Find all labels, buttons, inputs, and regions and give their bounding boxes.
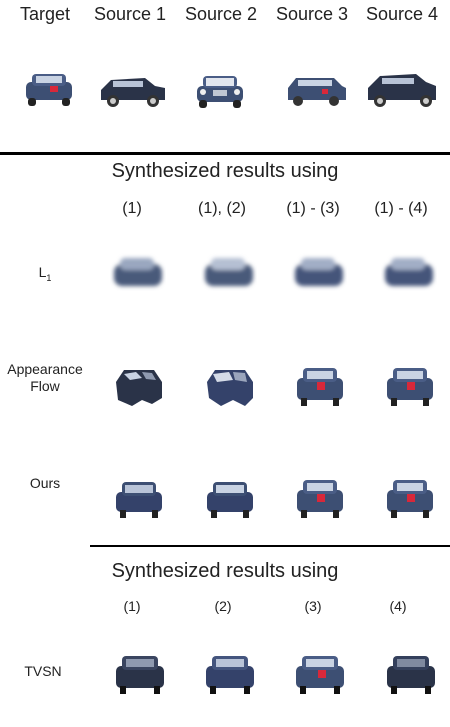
appearance-flow-result-1: [116, 370, 162, 406]
header-source-2: Source 2: [184, 4, 258, 24]
ours-result-2: [207, 482, 253, 518]
section1-col-3: (1) - (3): [286, 200, 340, 217]
ours-result-4: [387, 480, 433, 518]
appearance-flow-result-2: [207, 370, 253, 406]
section1-col-1: (1): [122, 200, 142, 217]
source-4-car-image: [368, 74, 436, 107]
header-target: Target: [19, 4, 71, 24]
appearance-flow-result-4: [387, 368, 433, 406]
tvsn-result-1: [116, 656, 164, 694]
header-source-3: Source 3: [275, 4, 349, 24]
l1-result-2: [205, 258, 253, 286]
source-1-car-image: [101, 78, 165, 107]
section1-col-2: (1), (2): [198, 200, 246, 217]
target-car-image: [26, 74, 72, 106]
header-source-4: Source 4: [365, 4, 439, 24]
section1-col-4: (1) - (4): [374, 200, 428, 217]
section-divider: [0, 152, 450, 155]
section2-col-3: (3): [304, 598, 322, 614]
l1-result-1: [114, 258, 162, 286]
l1-result-3: [295, 258, 343, 286]
section2-col-4: (4): [389, 598, 407, 614]
tvsn-result-3: [296, 656, 344, 694]
tvsn-result-2: [206, 656, 254, 694]
ours-result-3: [297, 480, 343, 518]
section2-title: Synthesized results using: [111, 560, 339, 582]
section2-col-1: (1): [123, 598, 141, 614]
ours-result-1: [116, 482, 162, 518]
source-3-car-image: [288, 78, 346, 106]
header-source-1: Source 1: [93, 4, 167, 24]
row-label-l1: L1: [38, 264, 52, 283]
subsection-divider: [90, 545, 450, 547]
tvsn-result-4: [387, 656, 435, 694]
section1-title: Synthesized results using: [111, 160, 339, 182]
row-label-tvsn: TVSN: [24, 663, 62, 679]
section2-col-2: (2): [214, 598, 232, 614]
row-label-ours: Ours: [29, 475, 61, 491]
l1-result-4: [385, 258, 433, 286]
source-2-car-image: [197, 76, 243, 108]
row-label-appearance-flow: Appearance Flow: [7, 361, 83, 394]
appearance-flow-result-3: [297, 368, 343, 406]
